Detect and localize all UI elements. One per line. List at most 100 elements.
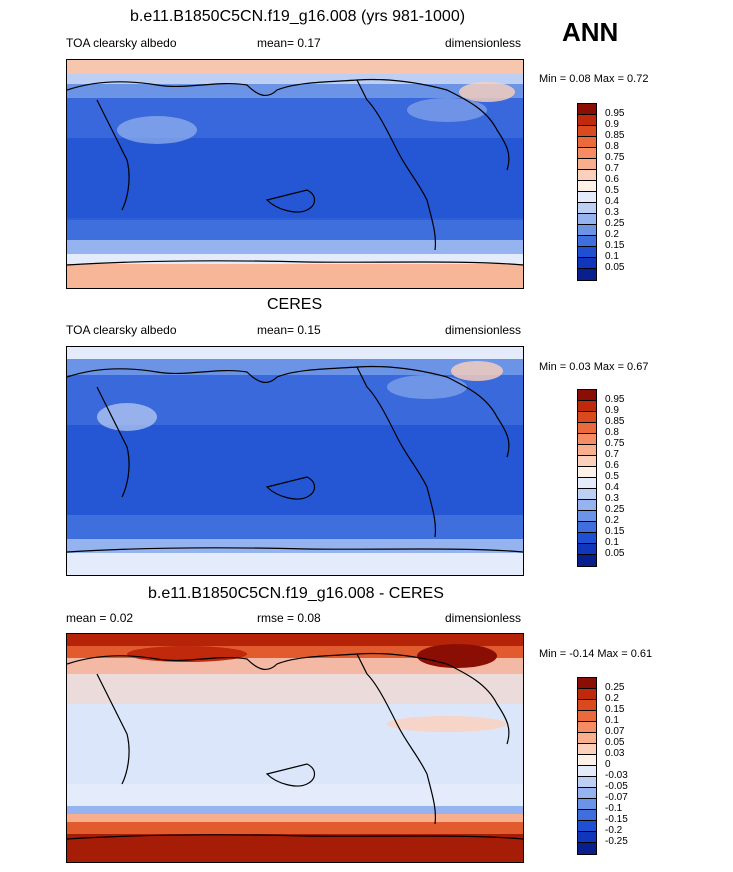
colorbar-swatch xyxy=(578,678,596,689)
panel-title-model: b.e11.B1850C5CN.f19_g16.008 (yrs 981-100… xyxy=(130,8,466,25)
colorbar-swatch xyxy=(578,456,596,467)
panel-title-diff: b.e11.B1850C5CN.f19_g16.008 - CERES xyxy=(148,585,444,602)
colorbar-swatch xyxy=(578,544,596,555)
variable-label-model: TOA clearsky albedo xyxy=(66,36,177,50)
colorbar-swatch xyxy=(578,700,596,711)
colorbar-swatch xyxy=(578,148,596,159)
colorbar-swatch xyxy=(578,733,596,744)
colorbar-swatch xyxy=(578,203,596,214)
colorbar-tick-label: 0.4 xyxy=(605,196,619,207)
colorbar-swatch xyxy=(578,478,596,489)
colorbar-swatch xyxy=(578,799,596,810)
colorbar-tick-label: -0.05 xyxy=(605,781,628,792)
colorbar-swatch xyxy=(578,555,596,566)
colorbar-tick-label: 0.6 xyxy=(605,174,619,185)
colorbar-swatch xyxy=(578,832,596,843)
colorbar-tick-label: 0.2 xyxy=(605,515,619,526)
colorbar-tick-label: 0.3 xyxy=(605,207,619,218)
colorbar-swatch xyxy=(578,247,596,258)
colorbar-swatch xyxy=(578,401,596,412)
colorbar-swatch xyxy=(578,788,596,799)
season-label: ANN xyxy=(562,17,619,47)
colorbar-tick-label: 0.1 xyxy=(605,715,619,726)
colorbar-swatch xyxy=(578,137,596,148)
colorbar-tick-label: -0.03 xyxy=(605,770,628,781)
colorbar-swatch xyxy=(578,236,596,247)
colorbar-tick-label: 0.25 xyxy=(605,682,625,693)
rmse-label-diff: rmse = 0.08 xyxy=(257,611,321,625)
colorbar-swatch xyxy=(578,467,596,478)
colorbar-tick-label: 0.05 xyxy=(605,262,625,273)
colorbar-swatch xyxy=(578,755,596,766)
panel-title-obs: CERES xyxy=(267,296,323,313)
colorbar-tick-label: 0.75 xyxy=(605,438,625,449)
map-diff xyxy=(66,633,524,863)
colorbar-tick-label: 0.8 xyxy=(605,427,619,438)
colorbar-swatch xyxy=(578,533,596,544)
units-label-obs: dimensionless xyxy=(445,323,522,337)
colorbar-tick-label: -0.15 xyxy=(605,814,628,825)
colorbar-swatch xyxy=(578,258,596,269)
colorbar-tick-label: 0.9 xyxy=(605,119,619,130)
colorbar-tick-label: 0.5 xyxy=(605,471,619,482)
colorbar-tick-label: 0.75 xyxy=(605,152,625,163)
colorbar-diff xyxy=(577,677,597,855)
colorbar-swatch xyxy=(578,821,596,832)
colorbar-swatch xyxy=(578,489,596,500)
colorbar-swatch xyxy=(578,711,596,722)
colorbar-swatch xyxy=(578,777,596,788)
colorbar-tick-label: 0.15 xyxy=(605,240,625,251)
colorbar-swatch xyxy=(578,104,596,115)
colorbar-tick-label: 0.5 xyxy=(605,185,619,196)
colorbar-swatch xyxy=(578,434,596,445)
colorbar-swatch xyxy=(578,126,596,137)
units-label-model: dimensionless xyxy=(445,36,522,50)
colorbar-tick-label: 0.95 xyxy=(605,108,625,119)
colorbar-swatch xyxy=(578,722,596,733)
colorbar-swatch xyxy=(578,181,596,192)
colorbar-swatch xyxy=(578,522,596,533)
colorbar-swatch xyxy=(578,843,596,854)
mean-label-obs: mean= 0.15 xyxy=(257,323,321,337)
colorbar-tick-label: 0.85 xyxy=(605,416,625,427)
colorbar-tick-label: 0.25 xyxy=(605,504,625,515)
colorbar-swatch xyxy=(578,744,596,755)
colorbar-swatch xyxy=(578,115,596,126)
colorbar-swatch xyxy=(578,214,596,225)
colorbar-swatch xyxy=(578,412,596,423)
colorbar-tick-label: 0.7 xyxy=(605,449,619,460)
colorbar-tick-label: 0.9 xyxy=(605,405,619,416)
colorbar-swatch xyxy=(578,159,596,170)
units-label-diff: dimensionless xyxy=(445,611,522,625)
colorbar-swatch xyxy=(578,423,596,434)
colorbar-tick-label: -0.2 xyxy=(605,825,623,836)
colorbar-tick-label: 0.03 xyxy=(605,748,625,759)
colorbar-swatch xyxy=(578,445,596,456)
colorbar-tick-label: 0.6 xyxy=(605,460,619,471)
colorbar-tick-label: 0.8 xyxy=(605,141,619,152)
colorbar-swatch xyxy=(578,810,596,821)
variable-label-obs: TOA clearsky albedo xyxy=(66,323,177,337)
colorbar-tick-label: -0.07 xyxy=(605,792,628,803)
colorbar-swatch xyxy=(578,766,596,777)
mean-label-model: mean= 0.17 xyxy=(257,36,321,50)
colorbar-swatch xyxy=(578,170,596,181)
colorbar-tick-label: 0.2 xyxy=(605,693,619,704)
colorbar-tick-label: -0.25 xyxy=(605,836,628,847)
colorbar-tick-label: -0.1 xyxy=(605,803,623,814)
colorbar-tick-label: 0.07 xyxy=(605,726,625,737)
colorbar-swatch xyxy=(578,689,596,700)
minmax-label-obs: Min = 0.03 Max = 0.67 xyxy=(539,361,649,373)
colorbar-tick-label: 0.95 xyxy=(605,394,625,405)
colorbar-swatch xyxy=(578,390,596,401)
colorbar-swatch xyxy=(578,225,596,236)
map-obs xyxy=(66,346,524,576)
colorbar-obs xyxy=(577,389,597,567)
minmax-label-model: Min = 0.08 Max = 0.72 xyxy=(539,73,649,85)
colorbar-swatch xyxy=(578,192,596,203)
colorbar-tick-label: 0.1 xyxy=(605,251,619,262)
map-model xyxy=(66,59,524,289)
minmax-label-diff: Min = -0.14 Max = 0.61 xyxy=(539,648,653,660)
colorbar-tick-label: 0.3 xyxy=(605,493,619,504)
colorbar-swatch xyxy=(578,511,596,522)
